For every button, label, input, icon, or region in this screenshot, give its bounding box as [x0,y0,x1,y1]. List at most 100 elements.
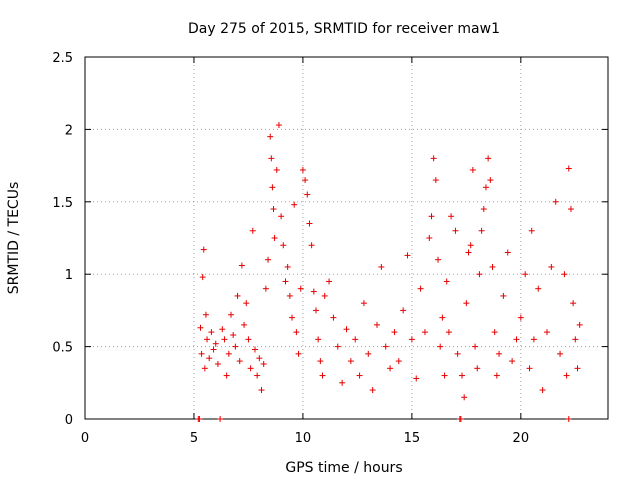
data-point [267,133,274,140]
data-point [262,285,269,292]
data-point [400,307,407,314]
data-point [308,242,315,249]
data-point [330,314,337,321]
data-point [485,155,492,162]
data-point [278,213,285,220]
data-point [326,278,333,285]
data-point [441,372,448,379]
y-tick-label: 0.5 [52,341,73,356]
data-point [496,350,503,357]
data-point [491,329,498,336]
data-point [552,198,559,205]
data-point [365,350,372,357]
x-axis-label: GPS time / hours [285,460,402,476]
data-point [312,307,319,314]
data-point [232,343,239,350]
data-point [474,365,481,372]
data-point [196,416,203,422]
data-point [391,329,398,336]
data-point [522,271,529,278]
data-point [426,235,433,241]
data-point [208,329,215,336]
data-point [291,201,298,208]
y-tick-label: 0 [65,413,73,428]
data-point [565,416,572,422]
data-points [195,122,583,422]
data-point [210,346,217,353]
data-point [293,329,300,336]
data-point [212,340,219,347]
data-point [219,326,226,333]
data-point [297,285,304,292]
data-point [200,246,207,253]
data-point [487,177,494,184]
data-point [428,213,435,220]
data-point [430,155,437,162]
y-tick-label: 2 [65,123,73,138]
data-point [256,355,263,362]
data-point [238,262,245,269]
data-point [204,336,211,343]
data-point [563,372,570,379]
data-point [299,166,306,173]
data-point [543,329,550,336]
data-point [234,292,241,299]
data-point [282,278,289,285]
x-tick-label: 10 [295,431,312,446]
data-point [280,242,287,249]
data-point [500,292,507,299]
data-point [304,191,311,198]
data-point [417,285,424,292]
data-point [230,332,237,339]
y-axis-label: SRMTID / TECUs [6,182,22,295]
data-point [241,321,248,328]
data-point [221,336,228,343]
data-point [197,324,204,331]
data-point [339,379,346,386]
data-point [457,416,464,422]
data-point [243,300,250,307]
data-point [275,122,282,129]
y-tick-label: 1 [65,268,73,283]
data-point [435,256,442,263]
data-point [271,235,278,241]
data-point [493,372,500,379]
data-point [378,263,385,270]
data-point [245,336,252,343]
data-point [465,249,472,256]
data-point [454,350,461,357]
data-point [214,360,221,367]
data-point [387,365,394,372]
data-point [565,165,572,172]
data-point [458,372,465,379]
data-point [236,358,243,365]
data-point [535,285,542,292]
data-point [467,242,474,249]
data-point [557,350,564,357]
plot-frame [84,56,609,420]
data-point [476,271,483,278]
data-point [528,227,535,234]
data-point [228,311,235,318]
data-point [432,177,439,184]
data-point [439,314,446,321]
data-point [321,292,328,299]
data-point [421,329,428,336]
data-point [548,263,555,270]
data-point [269,184,276,191]
data-point [247,365,254,372]
data-point [572,336,579,343]
data-point [382,343,389,350]
x-tick-label: 0 [81,431,89,446]
data-point [443,278,450,285]
x-tick-label: 5 [190,431,198,446]
data-point [472,343,479,350]
data-point [530,336,537,343]
data-point [517,314,524,321]
data-point [482,184,489,191]
data-point [395,358,402,365]
data-point [574,365,581,372]
data-point [452,227,459,234]
data-point [286,292,293,299]
data-point [254,372,261,379]
